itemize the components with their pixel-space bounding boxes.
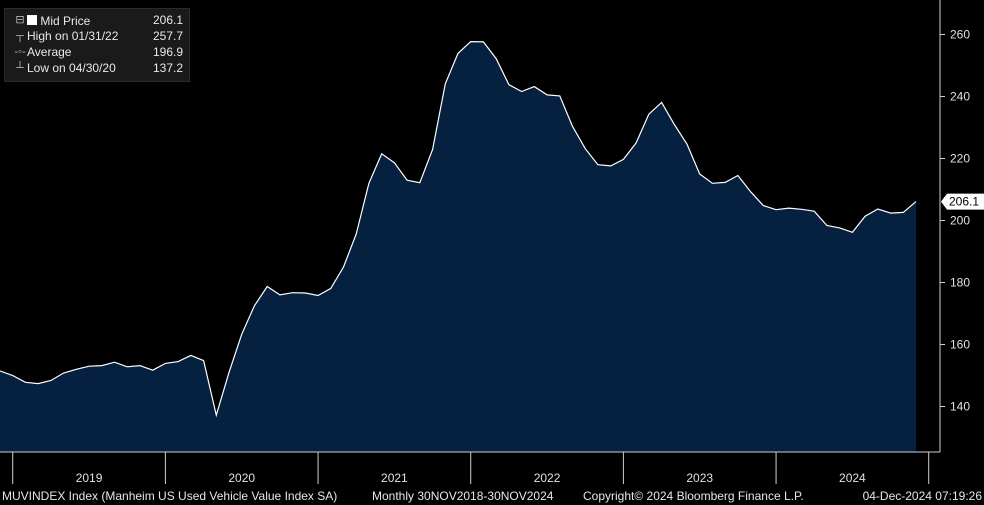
x-tick-label: 2022 [534, 471, 561, 485]
y-tick-label: 160 [950, 338, 970, 352]
footer-index-name: MUVINDEX Index (Manheim US Used Vehicle … [2, 489, 338, 503]
footer: MUVINDEX Index (Manheim US Used Vehicle … [0, 489, 984, 505]
legend-low: ┴ Low on 04/30/20 137.2 [5, 60, 189, 76]
footer-timestamp: 04-Dec-2024 07:19:26 [862, 489, 982, 503]
x-tick-label: 2021 [381, 471, 408, 485]
y-tick-label: 220 [950, 152, 970, 166]
last-value-label: 206.1 [949, 195, 979, 209]
legend-mid-price-value: 206.1 [152, 13, 183, 27]
high-marker-icon: ┬ [16, 30, 24, 42]
legend-mid-price: ⊟ Mid Price 206.1 [5, 12, 189, 28]
footer-range: Monthly 30NOV2018-30NOV2024 [372, 489, 554, 503]
legend-low-label: Low on 04/30/20 [27, 61, 116, 75]
legend-high-label: High on 01/31/22 [27, 29, 119, 43]
y-tick-label: 200 [950, 214, 970, 228]
legend: ⊟ Mid Price 206.1 ┬ High on 01/31/22 257… [4, 8, 190, 82]
low-marker-icon: ┴ [16, 62, 24, 74]
white-square-icon [27, 15, 37, 25]
x-tick-label: 2020 [228, 471, 255, 485]
y-tick-label: 240 [950, 90, 970, 104]
x-tick-label: 2023 [686, 471, 713, 485]
average-marker-icon: -◦- [14, 46, 26, 58]
legend-average-value: 196.9 [152, 45, 183, 59]
legend-low-value: 137.2 [152, 61, 183, 75]
legend-average: -◦- Average 196.9 [5, 44, 189, 60]
y-tick-label: 140 [950, 400, 970, 414]
legend-high-value: 257.7 [152, 29, 183, 43]
series-line [0, 40, 917, 418]
footer-copyright: Copyright© 2024 Bloomberg Finance L.P. [583, 489, 804, 503]
legend-average-label: Average [27, 45, 72, 59]
last-value-tag [941, 193, 984, 210]
collapse-icon[interactable]: ⊟ [15, 14, 25, 26]
x-tick-label: 2019 [76, 471, 103, 485]
y-tick-label: 260 [950, 28, 970, 42]
legend-mid-price-label: Mid Price [40, 14, 91, 28]
y-tick-label: 180 [950, 276, 970, 290]
x-tick-label: 2024 [839, 471, 866, 485]
legend-high: ┬ High on 01/31/22 257.7 [5, 28, 189, 44]
series-area [0, 41, 916, 452]
